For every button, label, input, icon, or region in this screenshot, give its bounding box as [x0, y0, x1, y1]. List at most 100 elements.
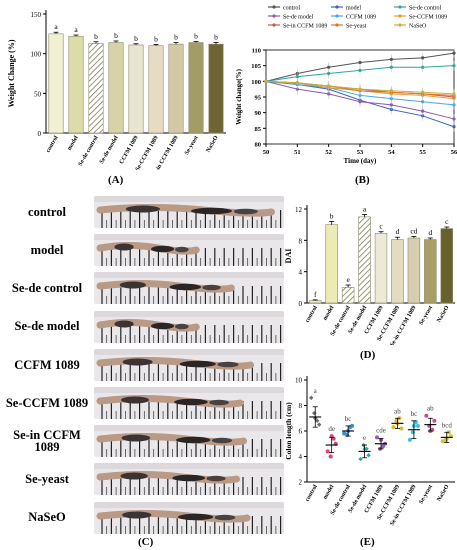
d-y-tick-label: 0 — [299, 300, 303, 308]
b-y-tick-label: 90 — [255, 110, 262, 117]
colon-photo-row: Se-de model — [4, 308, 286, 346]
d-significance-letter: f — [314, 290, 317, 299]
colon-length-scatter-chart: 2 4 6 8 10 Colon length (cm) a control de model bc… — [285, 376, 455, 527]
stool-segment — [151, 245, 175, 253]
panel-label-b: (B) — [355, 174, 370, 186]
photo-shadow — [94, 425, 284, 432]
b-data-point — [358, 87, 362, 91]
colon-photo-row: Se-yeast — [4, 460, 286, 498]
a-category-label: Se-CCFM 1089 — [135, 135, 160, 170]
a-significance-letter: b — [114, 31, 118, 40]
stool-segment — [114, 320, 134, 328]
b-data-point — [452, 51, 456, 55]
b-x-tick-label: 55 — [419, 149, 426, 156]
colon-photo-row: NaSeO — [4, 499, 286, 537]
colon-photo — [94, 234, 284, 267]
a-y-axis-label: Weight Change (%) — [7, 39, 16, 107]
a-bar — [208, 43, 224, 134]
panel-label-c: (C) — [138, 536, 154, 548]
b-y-tick-label: 110 — [252, 48, 261, 55]
colon-photo-panel: control model Se-de control Se-de model CCFM… — [0, 193, 290, 538]
b-legend-marker — [398, 14, 402, 18]
group-label: Se-CCFM 1089 — [5, 395, 89, 410]
group-label: Se-de model — [14, 319, 80, 334]
a-bar — [168, 43, 184, 134]
a-significance-letter: b — [174, 33, 178, 42]
b-data-point — [295, 81, 299, 85]
a-bar — [148, 45, 164, 134]
a-bar — [108, 42, 124, 134]
e-y-tick-label: 4 — [299, 453, 303, 461]
group-label: Se-in CCFM 1089 — [13, 427, 81, 455]
b-legend-marker — [398, 5, 402, 9]
group-label: CCFM 1089 — [14, 357, 80, 372]
d-bar — [391, 239, 404, 304]
a-category-label: CCFM 1089 — [119, 135, 140, 165]
photo-shadow — [94, 501, 284, 508]
colon-photo — [94, 501, 284, 534]
e-data-point — [315, 418, 320, 423]
e-significance-letter: bcd — [442, 421, 453, 429]
a-category-label: model — [67, 135, 80, 152]
d-bar — [374, 232, 388, 304]
stool-segment — [169, 284, 202, 291]
e-significance-letter: bc — [411, 410, 418, 418]
colon-photo-row: CCFM 1089 — [4, 346, 286, 384]
d-y-tick-label: 4 — [299, 269, 303, 277]
b-data-point — [389, 57, 393, 62]
b-data-point — [358, 100, 362, 104]
b-data-point — [389, 103, 393, 107]
a-y-tick-label: 0 — [38, 130, 42, 138]
e-y-tick-label: 2 — [299, 479, 303, 487]
d-category-label: Se-yeast — [418, 305, 434, 326]
b-y-tick-label: 100 — [251, 79, 261, 86]
stool-segment — [209, 399, 229, 406]
stool-segment — [202, 285, 221, 291]
e-data-point — [325, 449, 330, 454]
b-legend-label: model — [346, 6, 361, 12]
b-x-tick-label: 54 — [388, 149, 395, 156]
b-data-point — [452, 92, 456, 96]
e-category-label: Se-yeast — [418, 484, 434, 505]
e-significance-letter: a — [314, 387, 318, 395]
b-data-point — [389, 89, 393, 93]
group-label: Se-yeast — [25, 472, 69, 487]
stool-segment — [214, 514, 236, 520]
e-data-point — [309, 395, 314, 401]
b-data-point — [421, 109, 425, 113]
stool-segment — [233, 208, 258, 215]
stool-segment — [114, 243, 134, 251]
stool-segment — [175, 246, 189, 253]
b-legend-label: Se-yeast — [346, 24, 367, 30]
d-significance-letter: c — [379, 222, 383, 231]
d-y-tick-label: 8 — [299, 237, 303, 245]
b-y-tick-label: 105 — [251, 63, 262, 70]
stool-segment — [177, 513, 214, 520]
a-category-label: Se-yeast — [184, 135, 200, 156]
a-significance-letter: b — [214, 33, 218, 42]
b-data-point — [358, 60, 362, 65]
e-data-point — [432, 418, 437, 423]
a-category-label: Se-de model — [99, 135, 120, 165]
d-significance-letter: a — [363, 204, 367, 213]
b-y-tick-label: 85 — [255, 126, 262, 133]
photo-shadow — [94, 348, 284, 355]
b-legend-label: control — [283, 6, 300, 12]
b-legend-label: Se-de model — [283, 15, 313, 21]
colon-photo — [94, 348, 284, 381]
e-significance-letter: cde — [376, 426, 386, 434]
e-data-point — [317, 422, 322, 427]
d-bar — [358, 216, 371, 304]
weight-change-bar-chart: 0 50 100 150 Weight Change (%) a control a model… — [7, 10, 226, 170]
e-y-tick-label: 8 — [299, 402, 303, 410]
a-significance-letter: a — [74, 25, 78, 34]
b-legend-marker — [398, 23, 402, 27]
b-data-point — [389, 65, 393, 69]
b-data-point — [421, 65, 425, 69]
b-legend-marker — [335, 14, 339, 18]
stool-segment — [121, 434, 151, 442]
b-x-tick-label: 53 — [357, 149, 364, 156]
b-legend-marker — [272, 14, 276, 18]
e-y-tick-label: 10 — [295, 377, 303, 385]
b-data-point — [327, 92, 331, 96]
